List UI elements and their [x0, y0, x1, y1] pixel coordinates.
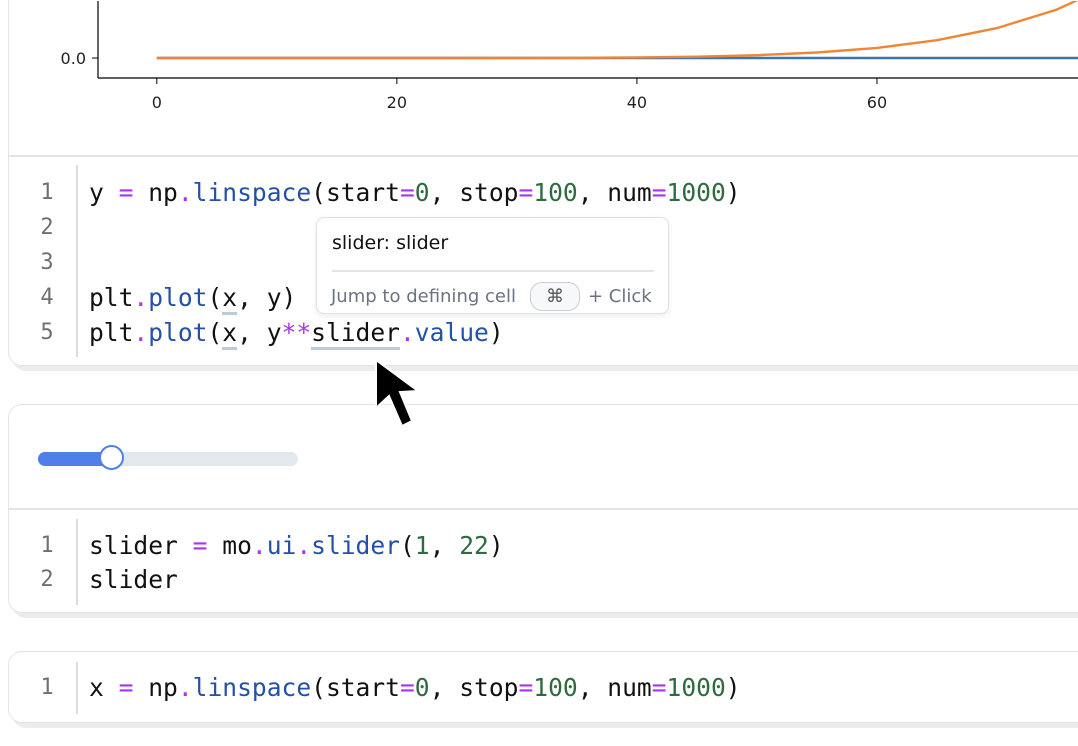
plot-output: 0 20 40 60 0.0: [61, 1, 1078, 112]
mouse-cursor-icon: [375, 358, 421, 428]
line-number: 2: [40, 215, 54, 240]
gutter: [76, 519, 78, 605]
cell-divider: [9, 508, 1078, 510]
code-line[interactable]: plt.plot(x, y): [89, 280, 296, 315]
slider-cell: 1 2 slider = mo.ui.slider(1, 22) slider: [8, 404, 1078, 613]
code-cell: 1 x = np.linspace(start=0, stop=100, num…: [8, 651, 1078, 723]
tooltip-hint: Jump to defining cell: [331, 286, 516, 307]
line-number: 5: [40, 320, 54, 345]
line-number: 3: [40, 250, 54, 275]
code-line[interactable]: plt.plot(x, y**slider.value): [89, 315, 504, 350]
x-tick-label: 0: [152, 93, 162, 112]
line-number: 1: [40, 533, 54, 558]
command-key-icon: ⌘: [529, 282, 580, 311]
line-number: 2: [40, 567, 54, 592]
gutter: [76, 165, 78, 357]
y-tick-label: 0.0: [61, 49, 86, 68]
series-line-2: [156, 1, 1078, 60]
definition-tooltip: slider: slider Jump to defining cell ⌘ + C…: [316, 217, 669, 314]
tooltip-suffix: + Click: [587, 286, 652, 307]
code-line[interactable]: slider: [89, 565, 178, 594]
tooltip-title: slider: slider: [332, 232, 449, 254]
slider[interactable]: [38, 445, 298, 470]
variable-reference[interactable]: x: [222, 283, 238, 315]
tooltip-divider: [332, 270, 654, 272]
code-line[interactable]: x = np.linspace(start=0, stop=100, num=1…: [89, 673, 741, 702]
gutter: [76, 662, 78, 714]
slider-fill: [38, 452, 113, 466]
x-tick-label: 20: [387, 93, 407, 112]
slider-thumb[interactable]: [99, 445, 125, 470]
variable-reference[interactable]: x: [222, 318, 238, 350]
line-number: 1: [40, 180, 54, 205]
line-number: 4: [40, 285, 54, 310]
x-tick-label: 40: [627, 93, 647, 112]
line-number: 1: [40, 675, 54, 700]
x-tick-label: 60: [867, 93, 887, 112]
code-line[interactable]: slider = mo.ui.slider(1, 22): [89, 531, 504, 560]
code-line[interactable]: y = np.linspace(start=0, stop=100, num=1…: [89, 178, 741, 207]
variable-reference-slider[interactable]: slider: [311, 318, 400, 350]
cell-divider: [9, 155, 1078, 157]
